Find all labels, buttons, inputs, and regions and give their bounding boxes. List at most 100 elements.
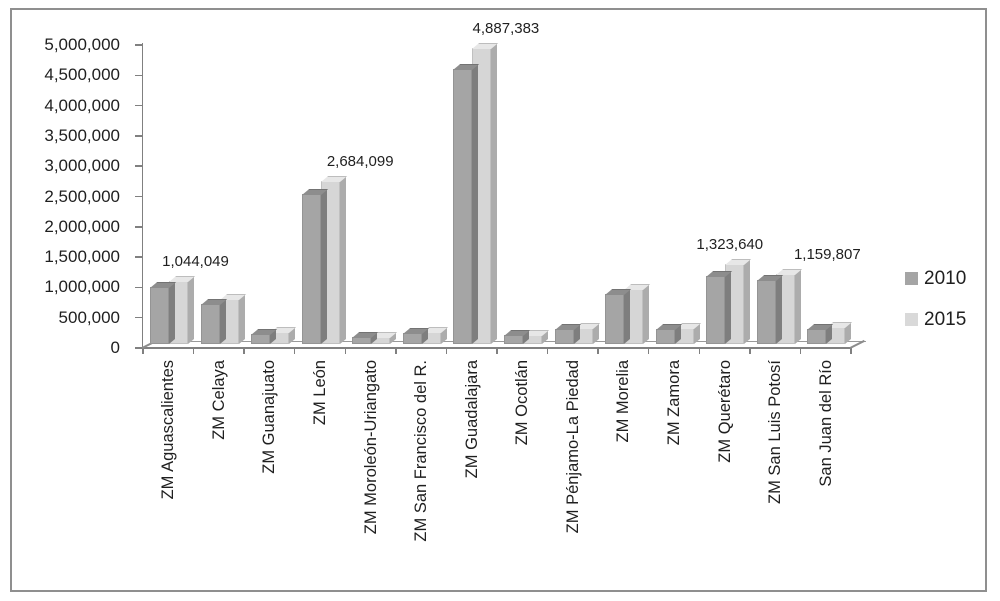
y-axis-tick <box>135 256 142 258</box>
legend-label-2015: 2015 <box>924 309 967 330</box>
y-axis-tick <box>135 74 142 77</box>
category-label: ZM San Francisco del R. <box>412 360 431 542</box>
legend-item-2015: 2015 <box>905 309 966 330</box>
bar-front-face <box>706 276 726 344</box>
y-axis-tick-label: 1,500,000 <box>44 247 120 267</box>
bar-front-face <box>554 328 574 344</box>
y-axis-line <box>141 43 144 349</box>
y-axis-tick-label: 2,000,000 <box>44 216 120 236</box>
legend-swatch-2015-icon <box>905 313 918 326</box>
bar-2010-12 <box>756 275 784 344</box>
y-axis-tick <box>135 165 142 167</box>
y-axis-tick-label: 3,000,000 <box>44 156 120 176</box>
x-axis-tick <box>749 348 751 354</box>
y-axis-tick-label: 3,500,000 <box>44 125 120 145</box>
x-axis-tick <box>344 348 347 354</box>
y-axis-tick-label: 4,000,000 <box>44 95 120 115</box>
bar-front-face <box>352 337 372 344</box>
bar-2010-9 <box>605 289 632 344</box>
category-label: ZM Celaya <box>209 360 228 440</box>
category-label: ZM Querétaro <box>715 360 734 463</box>
x-axis-tick <box>243 348 245 354</box>
bar-side-face <box>643 283 650 344</box>
bar-2015-7 <box>522 329 550 344</box>
bar-front-face <box>251 333 271 344</box>
legend: 2010 2015 <box>905 268 966 350</box>
chart-frame <box>10 8 987 592</box>
data-label: 4,887,383 <box>472 19 540 37</box>
y-axis-tick <box>135 286 142 289</box>
x-axis-tick <box>698 348 701 354</box>
x-axis-tick <box>597 348 599 354</box>
x-axis-tick <box>192 348 195 354</box>
bar-front-face <box>756 280 776 344</box>
y-axis-tick <box>135 347 142 349</box>
bar-front-face <box>150 287 169 344</box>
bar-side-face <box>169 282 175 344</box>
bar-2010-1 <box>200 298 227 344</box>
bar-front-face <box>402 333 422 344</box>
bar-front-face <box>371 336 391 344</box>
y-axis-tick <box>135 316 142 319</box>
bar-front-face <box>605 294 625 344</box>
bar-side-face <box>339 176 346 344</box>
bar-front-face <box>503 335 523 344</box>
y-axis-tick <box>135 195 142 198</box>
category-label: ZM Aguascalientes <box>159 360 178 500</box>
y-axis-tick <box>135 226 142 228</box>
bar-2010-2 <box>251 328 278 344</box>
legend-label-2010: 2010 <box>924 268 967 289</box>
category-label: ZM Morelia <box>614 360 633 443</box>
bar-front-face <box>522 334 542 344</box>
bar-side-face <box>238 294 245 344</box>
bar-2015-4 <box>371 331 398 344</box>
x-axis-line <box>142 347 852 349</box>
data-label: 1,159,807 <box>793 245 861 263</box>
bar-side-face <box>491 42 498 344</box>
category-label: ZM León <box>310 360 329 426</box>
x-axis-tick <box>850 348 852 354</box>
data-label: 1,044,049 <box>162 252 229 270</box>
bar-2010-6 <box>453 64 480 344</box>
x-axis-tick <box>293 348 296 354</box>
y-axis-tick <box>135 135 142 137</box>
x-axis-tick <box>142 348 144 354</box>
bar-side-face <box>775 275 782 344</box>
bar-2010-4 <box>352 332 379 344</box>
bar-front-face <box>301 193 321 344</box>
bar-2010-3 <box>301 188 328 344</box>
bar-front-face <box>655 328 675 344</box>
bar-side-face <box>472 64 479 344</box>
y-axis-tick-label: 1,000,000 <box>44 277 120 297</box>
x-axis-tick <box>546 348 549 354</box>
y-axis-tick-label: 0 <box>110 338 120 357</box>
bar-side-face <box>794 268 801 344</box>
bar-side-face <box>188 275 194 344</box>
y-axis-tick-label: 2,500,000 <box>44 186 120 206</box>
data-label: 2,684,099 <box>326 153 394 171</box>
y-axis-tick <box>135 44 142 46</box>
bar-front-face <box>270 332 290 344</box>
bar-side-face <box>320 188 327 344</box>
bar-side-face <box>725 271 732 344</box>
legend-swatch-2010-icon <box>905 272 918 285</box>
x-axis-tick <box>445 348 448 354</box>
bar-2010-13 <box>807 323 834 344</box>
y-axis-tick-label: 500,000 <box>58 307 120 327</box>
bar-front-face <box>453 69 473 344</box>
x-axis-tick <box>647 348 650 354</box>
bar-2010-0 <box>150 282 177 344</box>
bar-2010-11 <box>706 271 733 344</box>
y-axis-tick <box>135 104 142 107</box>
y-axis-tick-label: 4,500,000 <box>44 65 120 85</box>
bar-2015-2 <box>270 327 297 344</box>
x-axis-tick <box>799 348 802 354</box>
bar-2010-8 <box>554 323 581 344</box>
legend-item-2010: 2010 <box>905 268 966 289</box>
category-label: ZM Zamora <box>664 360 683 446</box>
bar-2010-10 <box>655 323 682 344</box>
y-axis-tick-label: 5,000,000 <box>44 35 120 54</box>
category-label: ZM Pénjamo-La Piedad <box>563 360 582 534</box>
